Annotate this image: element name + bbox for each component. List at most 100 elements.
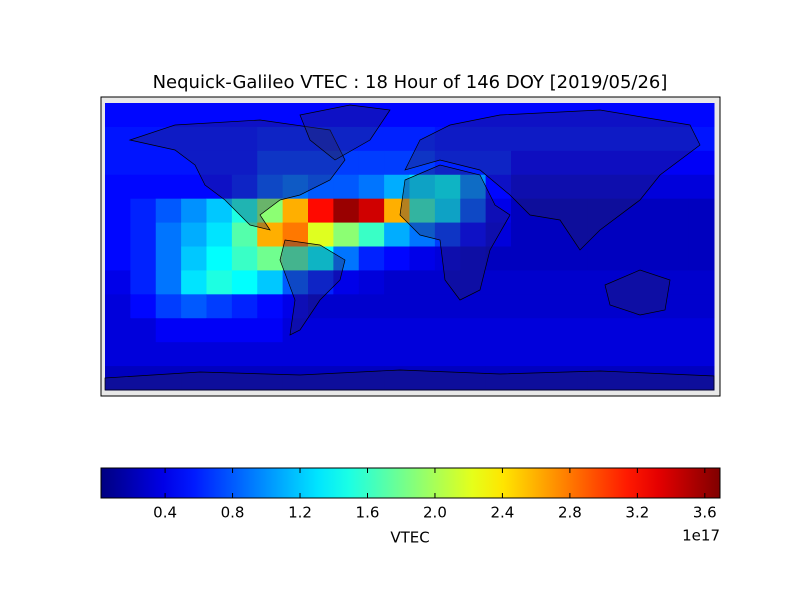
heat-cell xyxy=(587,126,613,152)
heat-cell xyxy=(105,246,131,271)
heat-cell xyxy=(206,342,233,367)
australia xyxy=(604,269,671,316)
heat-cell xyxy=(155,318,182,343)
heat-cell xyxy=(333,126,360,152)
heat-cell xyxy=(231,342,258,367)
heat-cell xyxy=(434,222,461,247)
heat-cell xyxy=(536,150,563,176)
heat-cell xyxy=(257,222,284,247)
heat-cell xyxy=(511,246,537,271)
heat-cell xyxy=(663,103,690,128)
colorbar-tick-label: 1.6 xyxy=(356,504,380,522)
heat-cell xyxy=(308,342,334,367)
heat-cell xyxy=(155,246,182,271)
heat-cell xyxy=(561,318,588,343)
heat-cell xyxy=(612,342,639,367)
heat-cell xyxy=(637,270,664,295)
heat-cell xyxy=(612,126,639,152)
heat-cell xyxy=(130,103,157,128)
heat-cell xyxy=(485,150,512,176)
heat-cell xyxy=(333,174,360,200)
heat-cell xyxy=(358,222,385,247)
heat-cell xyxy=(257,342,284,367)
heat-cell xyxy=(612,174,639,200)
heat-cell xyxy=(105,126,131,152)
heat-cell xyxy=(257,294,284,319)
heat-cell xyxy=(536,246,563,271)
heat-cell xyxy=(206,103,233,128)
heat-cell xyxy=(460,222,487,247)
heat-cell xyxy=(460,246,487,271)
heat-cell xyxy=(181,318,207,343)
heat-cell xyxy=(155,222,182,247)
heat-cell xyxy=(460,126,487,152)
heat-cell xyxy=(105,150,131,176)
colorbar-tick-label: 0.8 xyxy=(221,504,245,522)
heat-cell xyxy=(181,342,207,367)
heat-cell xyxy=(105,103,131,128)
heat-cell xyxy=(536,198,563,224)
heat-cell xyxy=(637,222,664,247)
heat-cell xyxy=(688,294,715,319)
colorbar-tick-label: 0.4 xyxy=(153,504,177,522)
heat-cell xyxy=(206,294,233,319)
heat-cell xyxy=(587,342,613,367)
heat-cell xyxy=(637,198,664,224)
heat-cell xyxy=(105,174,131,200)
heat-cell xyxy=(155,150,182,176)
heat-cell xyxy=(358,366,385,391)
heat-cell xyxy=(587,270,613,295)
heat-cell xyxy=(511,318,537,343)
heat-cell xyxy=(384,294,410,319)
heat-cell xyxy=(485,342,512,367)
heat-cell xyxy=(231,103,258,128)
heat-cell xyxy=(536,222,563,247)
heat-cell xyxy=(358,294,385,319)
heat-cell xyxy=(231,174,258,200)
heat-cell xyxy=(688,342,715,367)
heat-cell xyxy=(282,198,309,224)
heat-cell xyxy=(308,150,334,176)
heat-cell xyxy=(460,366,487,391)
colorbar-label: VTEC xyxy=(390,529,429,547)
north-america xyxy=(128,119,346,231)
heat-cell xyxy=(688,103,715,128)
coastlines xyxy=(104,104,715,391)
heat-cell xyxy=(536,366,563,391)
heat-cell xyxy=(130,246,157,271)
heat-cell xyxy=(384,270,410,295)
heat-cell xyxy=(206,366,233,391)
heat-cell xyxy=(587,198,613,224)
heat-cell xyxy=(206,270,233,295)
heat-cell xyxy=(105,270,131,295)
heat-cell xyxy=(282,174,309,200)
heat-cell xyxy=(155,126,182,152)
heat-cell xyxy=(637,103,664,128)
heat-cell xyxy=(333,198,360,224)
heat-cell xyxy=(485,318,512,343)
heat-cell xyxy=(231,126,258,152)
heat-cell xyxy=(308,126,334,152)
heat-cell xyxy=(434,270,461,295)
heat-cell xyxy=(485,126,512,152)
heat-cell xyxy=(384,222,410,247)
heat-cell xyxy=(130,222,157,247)
heat-cell xyxy=(231,246,258,271)
heat-cell xyxy=(434,198,461,224)
colorbar-tick-label: 2.4 xyxy=(490,504,514,522)
heat-cell xyxy=(384,246,410,271)
heat-cell xyxy=(485,270,512,295)
heat-cell xyxy=(688,246,715,271)
heat-cell xyxy=(181,174,207,200)
colorbar-offset: 1e17 xyxy=(682,527,720,545)
heat-cell xyxy=(434,103,461,128)
heat-cell xyxy=(206,222,233,247)
heat-cell xyxy=(536,126,563,152)
heat-cell xyxy=(485,198,512,224)
heat-cell xyxy=(409,342,436,367)
heat-cell xyxy=(409,174,436,200)
heat-cell xyxy=(358,150,385,176)
heat-cell xyxy=(105,318,131,343)
heat-cell xyxy=(384,126,410,152)
heat-cell xyxy=(561,126,588,152)
